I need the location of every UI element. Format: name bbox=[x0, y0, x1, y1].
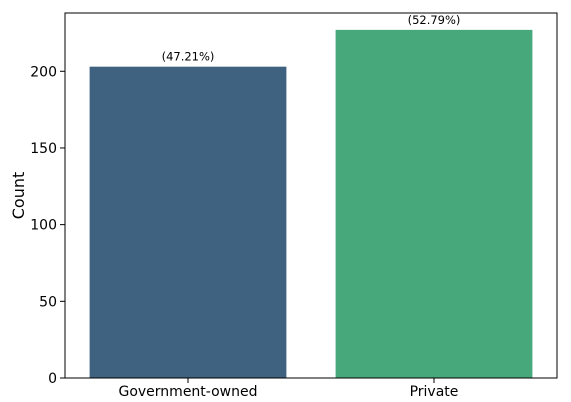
y-tick-label-5: 200 bbox=[30, 64, 57, 80]
bars-layer bbox=[89, 29, 533, 379]
y-tick-label-1: 0 bbox=[48, 371, 57, 387]
y-tick-label-2: 50 bbox=[39, 294, 57, 310]
y-tick-label-4: 150 bbox=[30, 141, 57, 157]
data-labels-layer: (47.21%) (52.79%) bbox=[162, 13, 461, 64]
y-axis: 0 50 100 150 200 bbox=[30, 64, 65, 387]
y-tick-label-3: 100 bbox=[30, 218, 57, 234]
data-label-1: (47.21%) bbox=[162, 50, 215, 64]
x-tick-label-2: Private bbox=[410, 384, 459, 400]
x-axis: Government-owned Private bbox=[118, 378, 458, 400]
data-label-2: (52.79%) bbox=[408, 13, 461, 27]
x-tick-label-1: Government-owned bbox=[118, 384, 257, 400]
bar-1 bbox=[89, 66, 287, 379]
y-axis-title: Count bbox=[9, 172, 28, 220]
bar-2 bbox=[335, 29, 533, 379]
plot-frame bbox=[64, 12, 558, 379]
